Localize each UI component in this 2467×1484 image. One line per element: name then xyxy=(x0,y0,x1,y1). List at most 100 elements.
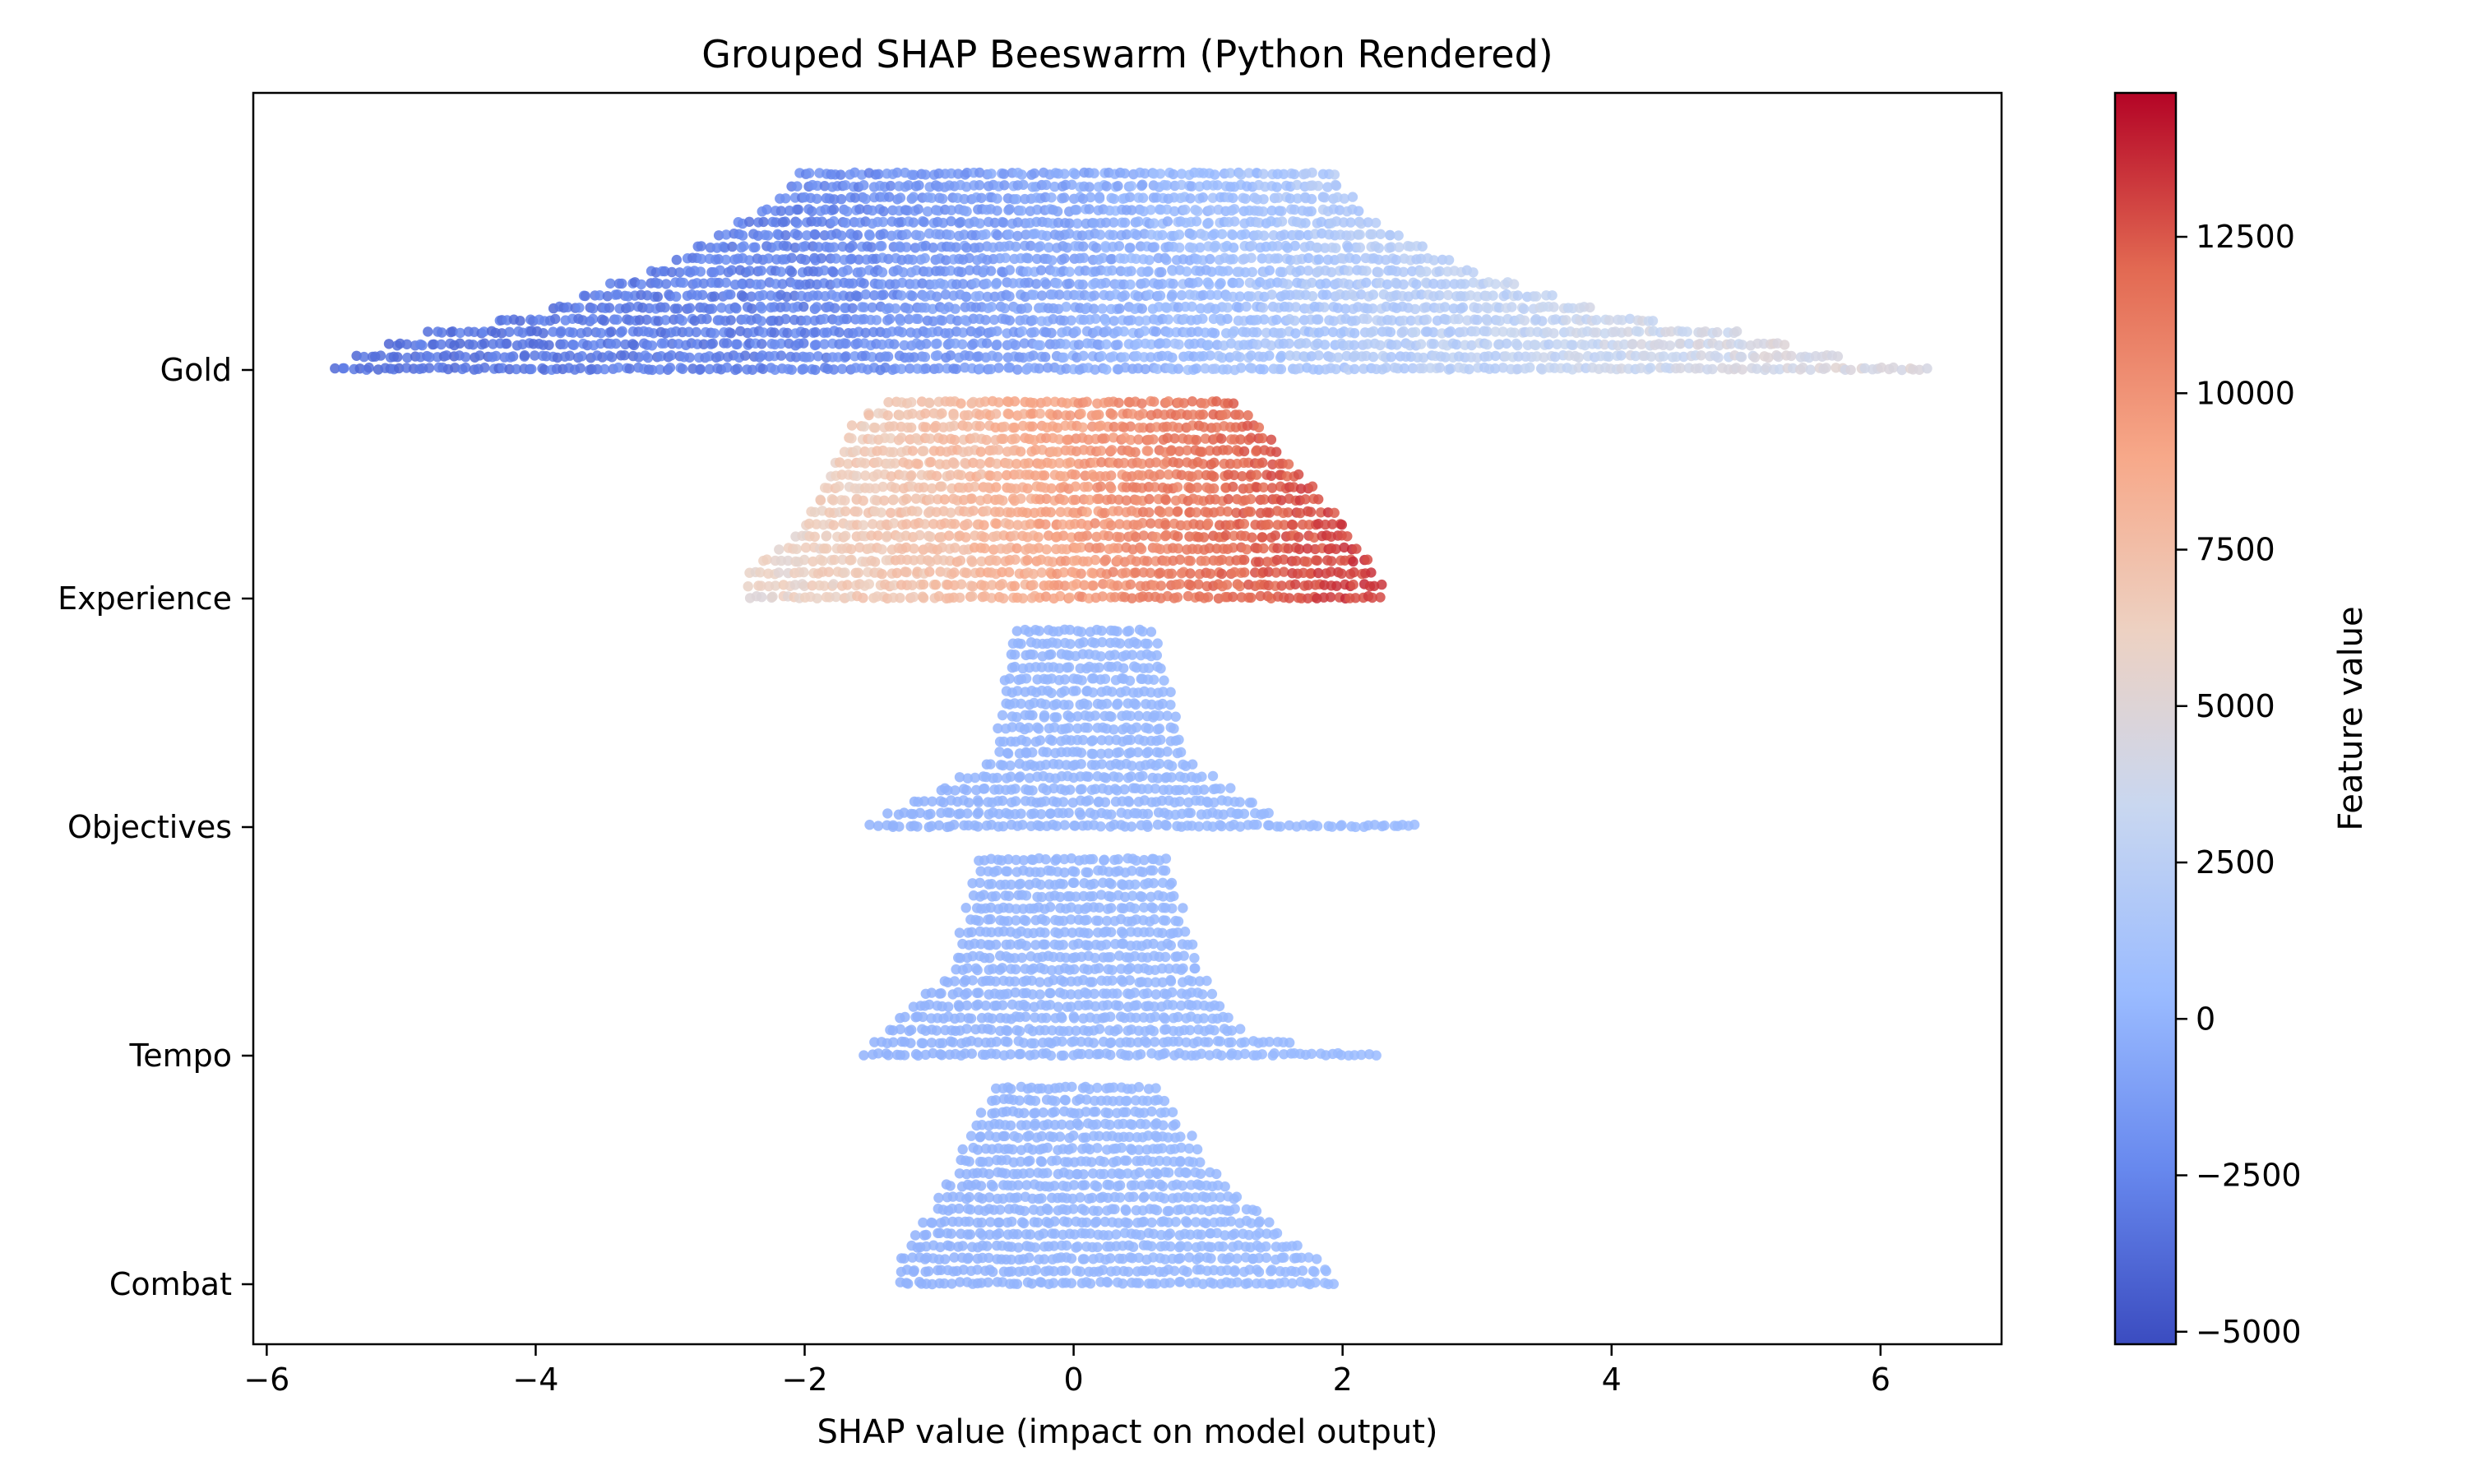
beeswarm-point xyxy=(1018,179,1029,190)
beeswarm-point xyxy=(1573,352,1585,363)
beeswarm-point xyxy=(956,579,967,589)
beeswarm-point xyxy=(1279,520,1289,530)
beeswarm-point xyxy=(1391,340,1402,350)
beeswarm-point xyxy=(611,338,622,349)
beeswarm-point xyxy=(1070,169,1081,180)
beeswarm-point xyxy=(1713,352,1724,363)
beeswarm-point xyxy=(1368,326,1379,337)
beeswarm-point xyxy=(822,483,833,493)
beeswarm-point xyxy=(1200,398,1210,409)
beeswarm-point xyxy=(811,340,822,350)
beeswarm-point xyxy=(907,446,919,456)
beeswarm-point xyxy=(1368,289,1379,300)
beeswarm-point xyxy=(1678,351,1689,363)
beeswarm-point xyxy=(707,338,718,349)
beeswarm-point xyxy=(1307,481,1318,492)
beeswarm-point xyxy=(1263,566,1274,577)
beeswarm-point xyxy=(1191,363,1202,374)
beeswarm-point xyxy=(1647,316,1659,326)
beeswarm-point xyxy=(1331,243,1341,253)
beeswarm-point xyxy=(1350,315,1361,326)
beeswarm-point xyxy=(1300,218,1311,229)
beeswarm-point xyxy=(896,327,908,338)
beeswarm-point xyxy=(1247,797,1257,808)
beeswarm-point xyxy=(1319,192,1331,203)
beeswarm-point xyxy=(1210,240,1221,251)
beeswarm-point xyxy=(1047,735,1058,747)
beeswarm-point xyxy=(1157,229,1168,241)
beeswarm-point xyxy=(1198,532,1210,543)
beeswarm-point xyxy=(1198,422,1210,432)
beeswarm-point xyxy=(941,255,951,266)
beeswarm-point xyxy=(1303,266,1314,276)
beeswarm-point xyxy=(1460,279,1470,289)
beeswarm-point xyxy=(1636,339,1647,349)
beeswarm-point xyxy=(725,315,736,326)
beeswarm-point xyxy=(1512,363,1523,374)
beeswarm-point xyxy=(732,339,743,349)
beeswarm-point xyxy=(798,338,809,349)
beeswarm-point xyxy=(1142,808,1154,820)
beeswarm-point xyxy=(901,229,912,240)
beeswarm-point xyxy=(1187,396,1198,407)
beeswarm-point xyxy=(1096,457,1107,468)
beeswarm-point xyxy=(1126,181,1137,192)
beeswarm-point xyxy=(1119,352,1131,363)
beeswarm-point xyxy=(1326,266,1337,278)
beeswarm-point xyxy=(1464,363,1474,375)
beeswarm-point xyxy=(1375,229,1386,239)
beeswarm-point xyxy=(822,530,832,541)
beeswarm-point xyxy=(834,327,845,338)
beeswarm-point xyxy=(1119,168,1131,179)
beeswarm-point xyxy=(575,363,586,373)
beeswarm-point xyxy=(1200,433,1211,444)
beeswarm-point xyxy=(1146,626,1157,637)
beeswarm-point xyxy=(1169,724,1179,734)
beeswarm-point xyxy=(339,363,349,374)
beeswarm-point xyxy=(961,291,972,303)
beeswarm-point xyxy=(920,422,932,432)
beeswarm-point xyxy=(999,303,1011,314)
beeswarm-point xyxy=(714,351,725,362)
beeswarm-point xyxy=(812,180,823,192)
beeswarm-point xyxy=(1283,507,1294,518)
beeswarm-point xyxy=(1077,280,1089,290)
beeswarm-point xyxy=(1011,964,1021,975)
beeswarm-point xyxy=(896,363,907,374)
beeswarm-point xyxy=(1197,459,1209,469)
beeswarm-point xyxy=(840,567,850,578)
beeswarm-point xyxy=(993,352,1003,363)
beeswarm-point xyxy=(997,495,1008,506)
beeswarm-point xyxy=(1490,363,1501,374)
beeswarm-point xyxy=(1076,809,1086,821)
beeswarm-point xyxy=(725,289,736,300)
beeswarm-point xyxy=(1288,520,1298,530)
beeswarm-point xyxy=(1284,338,1294,349)
beeswarm-point xyxy=(902,205,913,216)
beeswarm-point xyxy=(1186,181,1197,192)
beeswarm-point xyxy=(436,339,447,350)
beeswarm-point xyxy=(959,193,970,205)
beeswarm-point xyxy=(1293,469,1304,480)
beeswarm-point xyxy=(401,339,412,349)
beeswarm-point xyxy=(945,266,956,276)
beeswarm-point xyxy=(1591,327,1602,338)
beeswarm-point xyxy=(1228,543,1238,553)
beeswarm-point xyxy=(548,326,558,337)
beeswarm-point xyxy=(1150,326,1162,337)
beeswarm-point xyxy=(890,458,900,469)
beeswarm-point xyxy=(1028,580,1039,590)
beeswarm-point xyxy=(1109,193,1119,205)
beeswarm-point xyxy=(1253,422,1265,433)
beeswarm-point xyxy=(925,456,937,468)
beeswarm-point xyxy=(798,301,809,312)
beeswarm-point xyxy=(890,483,901,493)
beeswarm-point xyxy=(914,180,924,191)
beeswarm-point xyxy=(1306,193,1317,205)
beeswarm-point xyxy=(956,398,966,409)
beeswarm-point xyxy=(895,409,905,421)
beeswarm-point xyxy=(1073,340,1085,350)
beeswarm-point xyxy=(1101,698,1113,710)
beeswarm-point xyxy=(979,532,990,543)
